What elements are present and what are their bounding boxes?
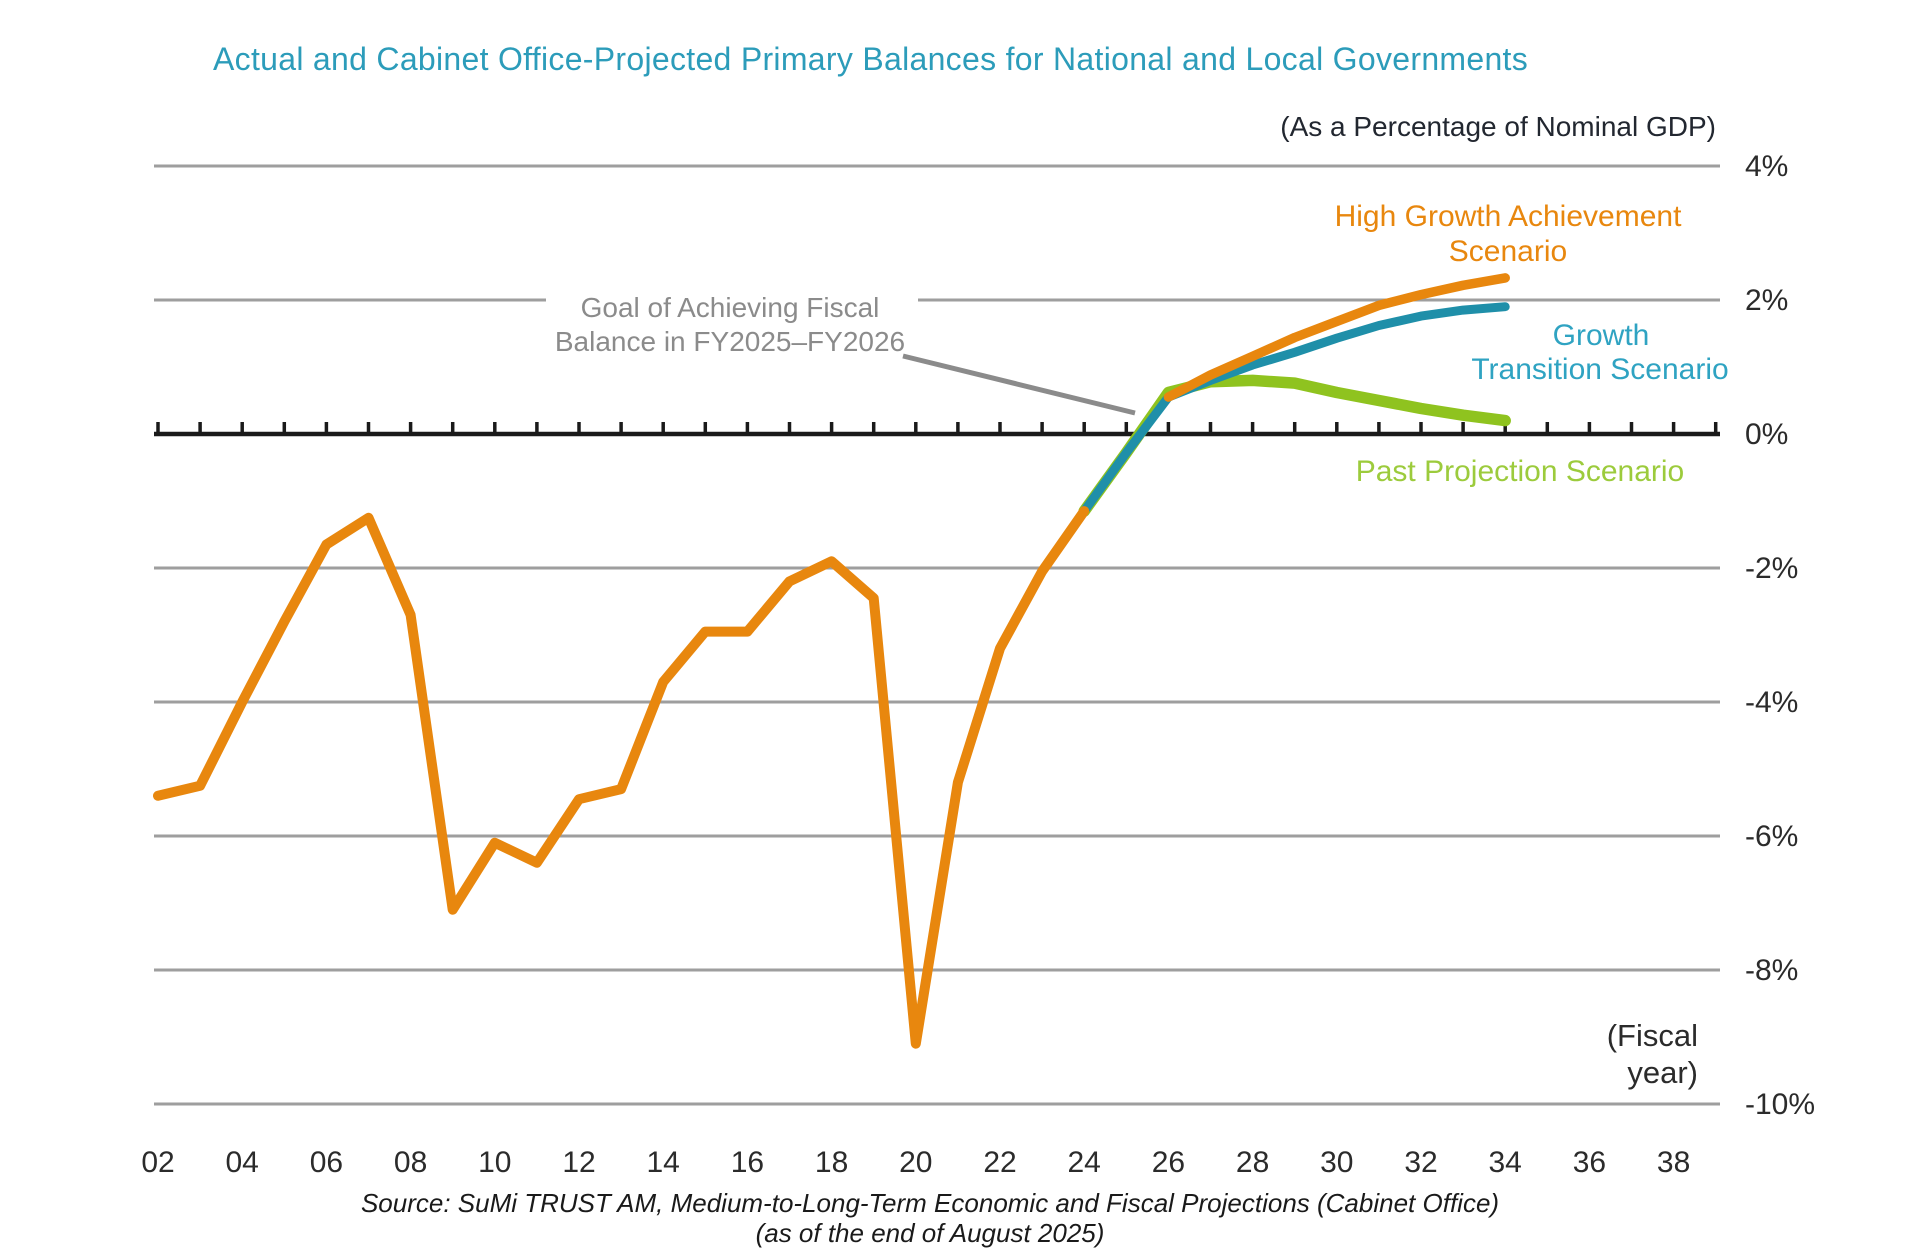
x-axis-label: 38 <box>1657 1146 1690 1179</box>
x-axis-label: 24 <box>1068 1146 1101 1179</box>
x-axis-label: 04 <box>226 1146 259 1179</box>
x-axis-label: 10 <box>478 1146 511 1179</box>
past-projection-scenario-line <box>1078 374 1511 517</box>
high-growth-scenario-label-line-1: High Growth Achievement <box>1335 200 1682 233</box>
x-axis-labels: 02 04 06 08 10 12 14 16 18 20 22 24 26 28 30 32 34 36 38 <box>141 1146 1690 1179</box>
source-line-1: Source: SuMi TRUST AM, Medium-to-Long-Te… <box>361 1188 1499 1218</box>
y-axis-label: -2% <box>1745 552 1798 585</box>
actual-primary-balance-line <box>153 506 1090 1049</box>
growth-transition-scenario-line <box>1079 302 1510 516</box>
x-axis-label: 20 <box>899 1146 932 1179</box>
annotation-line-1: Goal of Achieving Fiscal <box>581 292 880 323</box>
x-axis-label: 08 <box>394 1146 427 1179</box>
x-axis-label: 30 <box>1320 1146 1353 1179</box>
y-axis-label: -10% <box>1745 1088 1815 1121</box>
y-axis-label: -4% <box>1745 686 1798 719</box>
y-axis-label: 0% <box>1745 418 1788 451</box>
chart-subtitle: (As a Percentage of Nominal GDP) <box>1280 111 1716 142</box>
x-axis-label: 16 <box>731 1146 764 1179</box>
high-growth-achievement-scenario-line <box>1163 273 1510 402</box>
x-axis-label: 02 <box>141 1146 174 1179</box>
source-line-2: (as of the end of August 2025) <box>756 1218 1105 1248</box>
y-axis-labels: 4% 2% 0% -2% -4% -6% -8% -10% <box>1745 150 1815 1121</box>
x-axis-label: 26 <box>1152 1146 1185 1179</box>
x-axis-label: 36 <box>1573 1146 1606 1179</box>
fiscal-year-note-line-2: year) <box>1627 1055 1698 1090</box>
x-axis-ticks <box>156 422 1718 434</box>
x-axis-label: 18 <box>815 1146 848 1179</box>
x-axis-label: 34 <box>1489 1146 1522 1179</box>
past-projection-scenario-label: Past Projection Scenario <box>1356 455 1685 488</box>
annotation-line-2: Balance in FY2025–FY2026 <box>555 326 905 357</box>
growth-transition-scenario-label-line-2: Transition Scenario <box>1471 353 1728 386</box>
y-axis-label: -6% <box>1745 820 1798 853</box>
gridlines <box>154 164 1720 1106</box>
x-axis-label: 28 <box>1236 1146 1269 1179</box>
growth-transition-scenario-label-line-1: Growth <box>1553 319 1650 352</box>
annotation-pointer-line <box>902 353 1136 416</box>
annotation-background <box>546 282 918 366</box>
y-axis-label: 4% <box>1745 150 1788 183</box>
data-series <box>153 273 1511 1049</box>
x-axis-label: 22 <box>983 1146 1016 1179</box>
high-growth-scenario-label-line-2: Scenario <box>1449 235 1567 268</box>
chart-title: Actual and Cabinet Office-Projected Prim… <box>213 41 1528 77</box>
fiscal-year-note-line-1: (Fiscal <box>1607 1018 1698 1053</box>
x-axis-label: 06 <box>310 1146 343 1179</box>
y-axis-label: -8% <box>1745 954 1798 987</box>
y-axis-label: 2% <box>1745 284 1788 317</box>
x-axis-label: 12 <box>562 1146 595 1179</box>
x-axis-label: 32 <box>1404 1146 1437 1179</box>
x-axis-label: 14 <box>647 1146 680 1179</box>
